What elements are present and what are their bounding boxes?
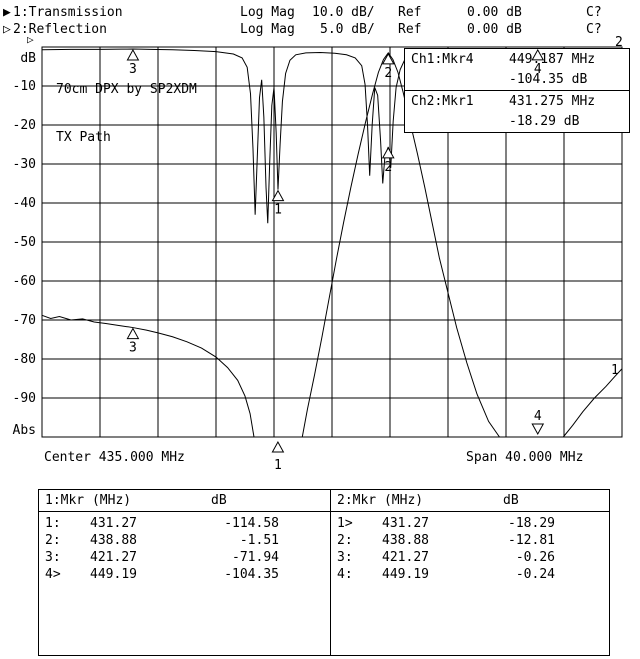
marker-frequency: 431.27 [90,516,137,531]
marker-frequency: 421.27 [382,550,429,565]
y-axis-tick: -50 [12,235,36,250]
y-axis-tick: dB [20,51,36,66]
table-row: 4: 449.19 -0.24 [337,566,608,583]
ch2-scale: 5.0 dB/ [320,22,375,37]
ch1-table-rows: 1: 431.27 -114.58 2: 438.88 -1.51 3: 421… [45,515,330,583]
marker-frequency: 431.27 [382,516,429,531]
y-axis-labels: dB -10 -20 -30 -40 -50 -60 -70 -80 -90 Abs [0,0,38,490]
ch2-readout-freq: 431.275 MHz [509,94,596,109]
y-axis-tick: -90 [12,391,36,406]
ch1-readout-freq: 449.187 MHz [509,52,596,67]
ch1-scale: 10.0 dB/ [312,5,375,20]
ch2-readout-label: Ch2:Mkr1 [411,94,474,109]
ch2-ref-position-icon: ▷ [27,33,34,46]
y-axis-tick: -40 [12,196,36,211]
ch2-format: Log Mag [240,22,295,37]
marker-value: -12.81 [508,533,555,548]
ch2-readout-value: -18.29 dB [509,114,580,129]
plot-title-line2: TX Path [56,130,111,145]
ch1-trace-label: 1:Transmission [13,5,123,20]
marker-frequency: 421.27 [90,550,137,565]
marker-number: 4: [337,567,353,582]
ch2-table-rows: 1> 431.27 -18.29 2: 438.88 -12.81 3: 421… [337,515,608,583]
y-axis-tick: -20 [12,118,36,133]
trace-transmission [562,368,623,438]
center-frequency-label: Center 435.000 MHz [44,450,185,465]
table-row: 2: 438.88 -12.81 [337,532,608,549]
y-axis-tick: -70 [12,313,36,328]
table-header-rule [39,511,609,512]
plot-title: 70cm DPX by SP2XDM TX Path [56,50,197,178]
ch1-ref-value: 0.00 dB [467,5,522,20]
ch2-table-title: 2:Mkr (MHz) [337,493,424,508]
marker-value: -18.29 [508,516,555,531]
marker-number: 1: [45,516,61,531]
marker-number: 3: [337,550,353,565]
marker-number: 2: [45,533,61,548]
ch1-readout-value: -104.35 dB [509,72,588,87]
y-axis-tick: -60 [12,274,36,289]
marker-number: 4> [45,567,61,582]
marker-frequency: 449.19 [382,567,429,582]
marker-value: -0.26 [515,550,555,565]
ch2-marker-readout: Ch2:Mkr1 431.275 MHz -18.29 dB [404,90,630,133]
marker-frequency: 449.19 [90,567,137,582]
marker-value: -71.94 [232,550,279,565]
y-axis-tick: -30 [12,157,36,172]
table-row: 4> 449.19 -104.35 [45,566,330,583]
y-axis-tick: Abs [12,423,36,438]
trace-reflection [41,48,623,224]
ch1-ref-label: Ref [398,5,422,20]
marker-value: -1.51 [239,533,279,548]
ch1-table-title: 1:Mkr (MHz) [45,493,132,508]
table-row: 1: 431.27 -114.58 [45,515,330,532]
ch2-table-unit: dB [503,493,519,508]
span-frequency-label: Span 40.000 MHz [466,450,584,465]
marker-value: -114.58 [224,516,279,531]
ch1-format: Log Mag [240,5,295,20]
ch1-readout-label: Ch1:Mkr4 [411,52,474,67]
marker-table-ch1: 1:Mkr (MHz) dB 1: 431.27 -114.58 2: 438.… [39,490,330,655]
ch2-cal-status: C? [586,22,602,37]
marker-number: 2: [337,533,353,548]
marker-table-ch2: 2:Mkr (MHz) dB 1> 431.27 -18.29 2: 438.8… [331,490,608,655]
ch2-trace-label: 2:Reflection [13,22,107,37]
table-row: 3: 421.27 -71.94 [45,549,330,566]
table-divider [330,490,331,655]
marker-number: 3: [45,550,61,565]
marker-table: 1:Mkr (MHz) dB 1: 431.27 -114.58 2: 438.… [38,489,610,656]
table-row: 2: 438.88 -1.51 [45,532,330,549]
marker-value: -0.24 [515,567,555,582]
marker-frequency: 438.88 [90,533,137,548]
ch2-ref-value: 0.00 dB [467,22,522,37]
ch1-table-unit: dB [211,493,227,508]
trace-transmission [41,314,255,438]
ch1-active-icon: ▶ [3,5,11,20]
marker-number: 1> [337,516,353,531]
ch2-ref-label: Ref [398,22,422,37]
y-axis-tick: -10 [12,79,36,94]
ch1-marker-readout: Ch1:Mkr4 449.187 MHz -104.35 dB [404,48,630,91]
ch1-cal-status: C? [586,5,602,20]
plot-title-line1: 70cm DPX by SP2XDM [56,82,197,97]
table-row: 3: 421.27 -0.26 [337,549,608,566]
marker-frequency: 438.88 [382,533,429,548]
ch2-active-icon: ▷ [3,22,11,37]
table-row: 1> 431.27 -18.29 [337,515,608,532]
plot-canvas [41,46,623,438]
y-axis-tick: -80 [12,352,36,367]
marker-value: -104.35 [224,567,279,582]
